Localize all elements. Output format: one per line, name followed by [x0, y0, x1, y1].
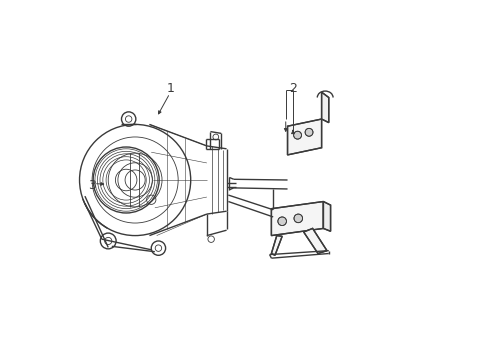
- Text: 1: 1: [167, 82, 175, 95]
- Text: 2: 2: [288, 82, 296, 95]
- Polygon shape: [271, 235, 282, 255]
- Polygon shape: [271, 202, 323, 235]
- Polygon shape: [287, 119, 321, 155]
- Circle shape: [277, 217, 286, 226]
- Polygon shape: [321, 92, 328, 123]
- Circle shape: [293, 214, 302, 223]
- Circle shape: [293, 131, 301, 139]
- Polygon shape: [323, 202, 330, 231]
- Text: 3: 3: [88, 179, 96, 192]
- Circle shape: [305, 129, 312, 136]
- Polygon shape: [303, 228, 326, 253]
